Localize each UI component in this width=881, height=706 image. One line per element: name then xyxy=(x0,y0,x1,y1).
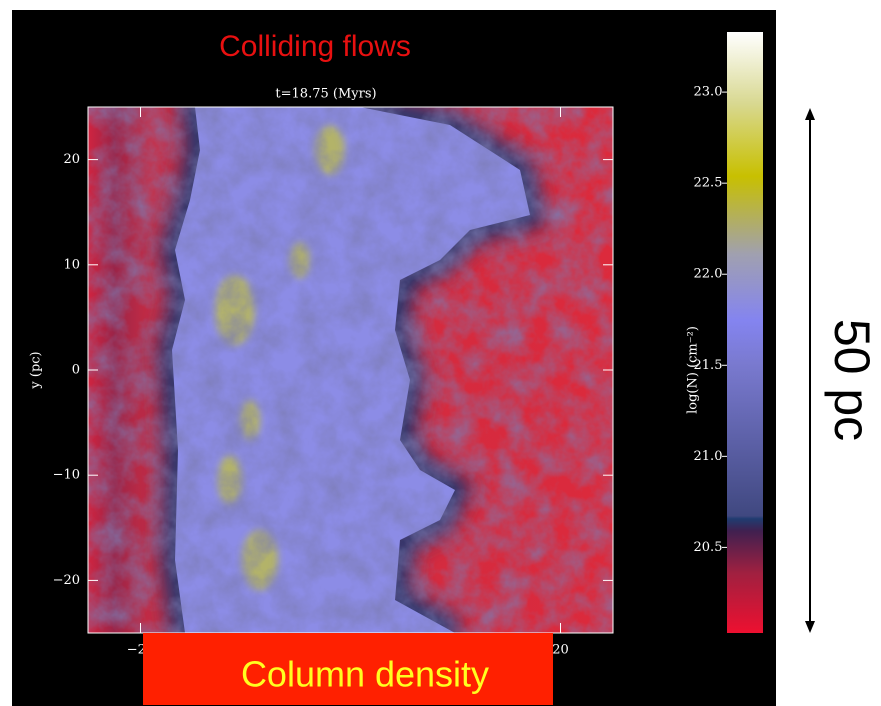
y-tick-label: −20 xyxy=(53,573,80,588)
title: Colliding flows xyxy=(219,30,411,63)
colorbar-tick-label: 20.5 xyxy=(694,540,723,555)
y-tick-label: −10 xyxy=(53,468,80,483)
colorbar-tick-label: 21.5 xyxy=(694,358,723,373)
caption: Column density xyxy=(241,654,489,695)
subtitle: t=18.75 (Myrs) xyxy=(275,87,376,102)
colorbar-tick-label: 22.0 xyxy=(694,267,723,282)
caption-box xyxy=(143,633,553,705)
y-axis-label: y (pc) xyxy=(29,351,44,389)
colorbar-label: log(N) (cm⁻²) xyxy=(686,326,701,414)
colorbar-tick-label: 22.5 xyxy=(694,176,723,191)
colorbar-tick-label: 23.0 xyxy=(694,85,723,100)
x-tick-label: 20 xyxy=(552,643,569,658)
colorbar xyxy=(727,32,763,633)
scale-label: 50 pc xyxy=(824,319,880,441)
colorbar-tick-label: 21.0 xyxy=(694,449,723,464)
y-tick-label: 10 xyxy=(63,257,80,272)
column-density-map xyxy=(88,107,613,633)
y-tick-label: 0 xyxy=(72,363,80,378)
arrow-head xyxy=(805,108,815,120)
arrow-head xyxy=(805,621,815,633)
y-tick-label: 20 xyxy=(63,152,80,167)
